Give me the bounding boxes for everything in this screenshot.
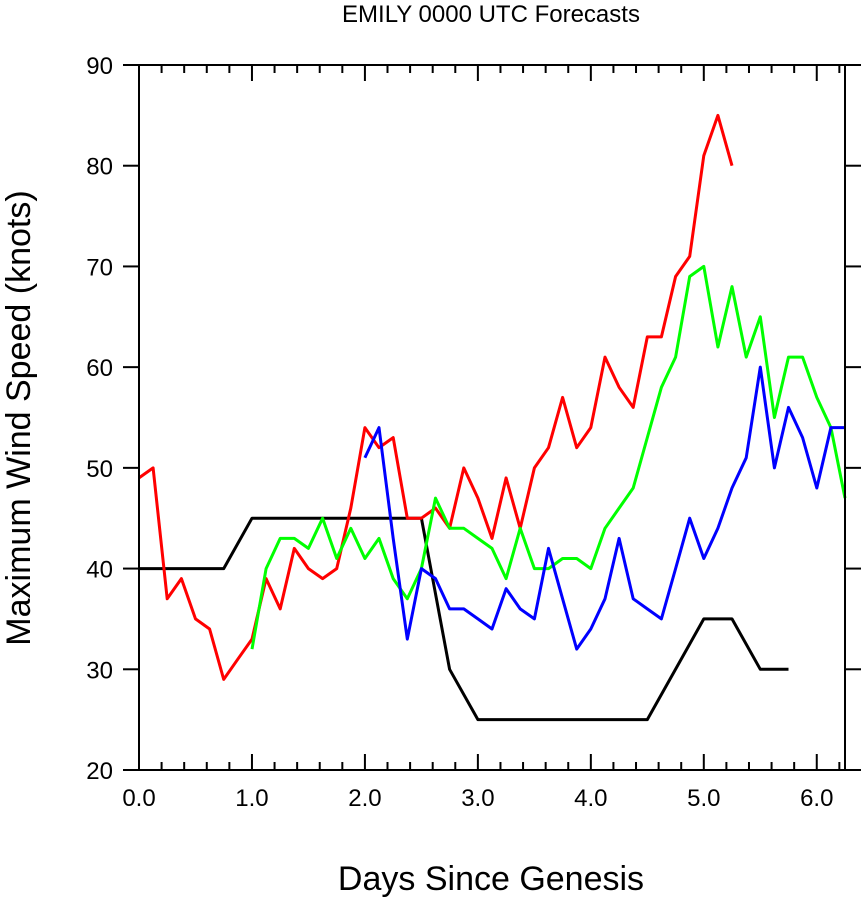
x-tick-label: 5.0	[687, 785, 720, 812]
chart-title: EMILY 0000 UTC Forecasts	[342, 1, 640, 28]
x-tick-label: 4.0	[574, 785, 607, 812]
series-line-2	[250, 264, 847, 650]
x-tick-label: 3.0	[461, 785, 494, 812]
series-layer	[138, 113, 847, 722]
y-tick-label: 90	[86, 53, 113, 80]
ticks-layer: 0.0 1.0 2.0 3.0 4.0 5.0 6.0 20 30 40 50 60 70 80 90	[86, 53, 861, 812]
y-tick-label: 20	[86, 758, 113, 785]
x-tick-label: 6.0	[800, 785, 833, 812]
series-line-0	[139, 516, 789, 722]
x-tick-label: 2.0	[348, 785, 381, 812]
plot-frame	[138, 64, 846, 771]
x-tick-label: 0.0	[122, 785, 155, 812]
x-axis-title: Days Since Genesis	[338, 860, 644, 898]
y-axis-title: Maximum Wind Speed (knots)	[0, 190, 38, 645]
y-tick-label: 80	[86, 154, 113, 181]
y-tick-label: 30	[86, 657, 113, 684]
y-tick-label: 40	[86, 557, 113, 584]
series-line-1	[138, 113, 734, 681]
y-tick-label: 50	[86, 456, 113, 483]
series-line-3	[363, 365, 845, 651]
y-tick-label: 60	[86, 355, 113, 382]
x-tick-label: 1.0	[235, 785, 268, 812]
y-tick-label: 70	[86, 254, 113, 281]
